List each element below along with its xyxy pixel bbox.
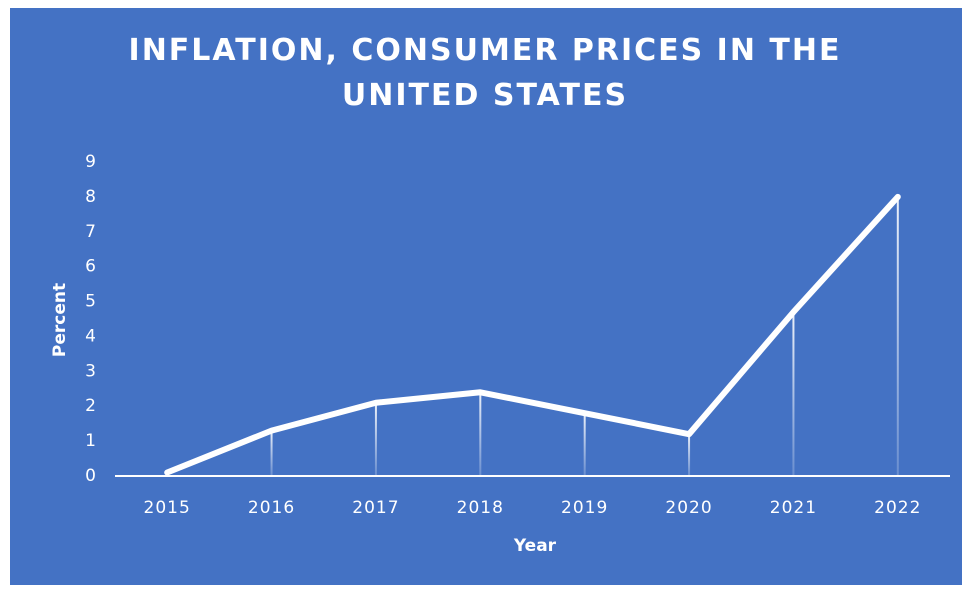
drop-line (479, 392, 482, 476)
y-tick-label: 1 (85, 431, 96, 451)
drop-line (896, 196, 899, 476)
x-axis-title: Year (513, 536, 557, 556)
y-tick-label: 5 (85, 292, 96, 312)
x-tick-label: 2015 (144, 498, 191, 518)
y-tick-label: 4 (85, 326, 96, 346)
drop-line (583, 413, 586, 476)
drop-line (688, 434, 691, 476)
x-tick-label: 2019 (561, 498, 608, 518)
y-axis-title: Percent (50, 283, 70, 357)
x-tick-label: 2021 (770, 498, 817, 518)
y-tick-label: 6 (85, 257, 96, 277)
drop-line (792, 312, 795, 476)
drop-line (374, 402, 377, 476)
chart-background (10, 8, 962, 585)
y-tick-label: 7 (85, 222, 96, 242)
y-tick-label: 9 (85, 152, 96, 172)
x-tick-label: 2017 (352, 498, 399, 518)
y-tick-label: 8 (85, 187, 96, 207)
y-tick-label: 3 (85, 361, 96, 381)
x-tick-label: 2022 (874, 498, 921, 518)
y-tick-label: 0 (85, 466, 96, 486)
drop-line (270, 430, 273, 476)
x-tick-label: 2016 (248, 498, 295, 518)
chart-title: INFLATION, CONSUMER PRICES IN THE UNITED… (128, 33, 842, 113)
line-series (164, 193, 901, 476)
x-tick-label: 2018 (457, 498, 504, 518)
y-tick-label: 2 (85, 396, 96, 416)
x-tick-label: 2020 (665, 498, 712, 518)
